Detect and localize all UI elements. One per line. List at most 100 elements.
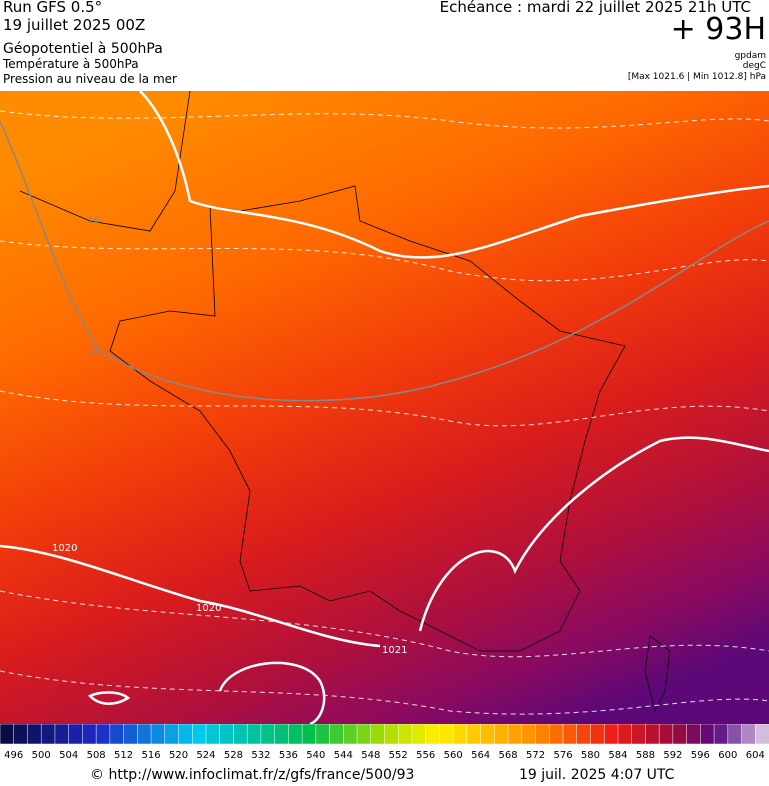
legend-label: 580: [581, 750, 600, 761]
legend-swatch: [164, 724, 180, 745]
forecast: Echéance : mardi 22 juillet 2025 21h UTC: [439, 0, 751, 16]
legend-swatch: [658, 724, 674, 745]
legend-label: 576: [553, 750, 572, 761]
legend-swatch: [233, 724, 248, 745]
legend-swatch: [40, 724, 56, 745]
legend-swatch: [178, 724, 193, 745]
legend-swatch: [13, 724, 29, 745]
legend-swatch: [672, 724, 688, 745]
legend-label: 584: [608, 750, 627, 761]
run: Run GFS 0.5°: [3, 0, 103, 16]
legend-swatch: [274, 724, 290, 745]
legend-swatch: [343, 724, 358, 745]
unit: gpdam: [734, 51, 766, 61]
legend-label: 496: [4, 750, 23, 761]
legend-swatch: [755, 724, 769, 745]
run-date: 19 juillet 2025 00Z: [3, 16, 146, 34]
legend-label: 556: [416, 750, 435, 761]
field: Géopotentiel à 500hPa: [3, 41, 163, 57]
field3: Pression au niveau de la mer: [3, 72, 177, 86]
isobar-label: 1020: [196, 603, 221, 614]
legend-label: 512: [114, 750, 133, 761]
legend-label: 596: [691, 750, 710, 761]
legend-swatch: [370, 724, 386, 745]
legend-label: 564: [471, 750, 490, 761]
unit: degC: [742, 61, 766, 71]
field-shading: [0, 91, 769, 724]
isotherms: [0, 110, 769, 715]
legend-swatch: [27, 724, 42, 745]
legend-swatch: [123, 724, 139, 745]
legend-label: 600: [718, 750, 737, 761]
legend-label: 572: [526, 750, 545, 761]
legend-label: 560: [444, 750, 463, 761]
legend-label: 520: [169, 750, 188, 761]
legend-swatch: [95, 724, 111, 745]
legend-label: 500: [32, 750, 51, 761]
legend-swatch: [727, 724, 743, 745]
legend-swatch: [439, 724, 454, 745]
legend-swatch: [741, 724, 757, 745]
legend-label: 592: [663, 750, 682, 761]
legend-label: 508: [87, 750, 106, 761]
temp-contour: [0, 120, 769, 402]
coastline: [19, 91, 671, 713]
legend-swatch: [0, 724, 15, 745]
field2: Température à 500hPa: [3, 57, 139, 71]
legend-label: 544: [334, 750, 353, 761]
legend-swatch: [549, 724, 564, 745]
legend-swatch: [700, 724, 715, 745]
legend-label: 548: [361, 750, 380, 761]
legend-swatch: [288, 724, 303, 745]
legend-swatch: [590, 724, 605, 745]
legend-swatch: [260, 724, 276, 745]
legend-swatch: [150, 724, 166, 745]
legend-swatch: [452, 724, 468, 745]
legend-swatch: [192, 724, 207, 745]
legend-swatch: [411, 724, 427, 745]
legend-swatch: [246, 724, 262, 745]
legend-swatch: [109, 724, 125, 745]
legend-swatch: [329, 724, 345, 745]
legend-label: 516: [142, 750, 161, 761]
legend-swatch: [397, 724, 413, 745]
legend-swatch: [507, 724, 523, 745]
legend-label: 552: [389, 750, 408, 761]
legend-swatch: [686, 724, 702, 745]
temp-label: 16: [88, 216, 100, 226]
legend-swatch: [68, 724, 84, 745]
legend-swatch: [137, 724, 152, 745]
color-legend: 496 500 504 508 512 516 520 524 528 532 536 540 544 5…: [0, 724, 769, 761]
legend-swatch: [384, 724, 399, 745]
legend-swatch: [617, 724, 633, 745]
legend-swatch: [562, 724, 578, 745]
temp-label: 16: [90, 346, 102, 356]
map: 1020 1020 1021 16 16: [0, 91, 769, 724]
isobars: [0, 91, 769, 724]
legend-swatch: [576, 724, 592, 745]
legend-label: 524: [196, 750, 215, 761]
timestamp: 19 juil. 2025 4:07 UTC: [519, 767, 675, 783]
legend-swatch: [425, 724, 441, 745]
legend-swatch: [535, 724, 551, 745]
legend-swatch: [54, 724, 70, 745]
legend-swatch: [713, 724, 729, 745]
legend-label: 604: [746, 750, 765, 761]
legend-swatch: [205, 724, 221, 745]
isobar-label: 1020: [52, 543, 77, 554]
legend-swatch: [356, 724, 372, 745]
legend-swatch: [82, 724, 97, 745]
legend-swatch: [480, 724, 496, 745]
legend-label: 588: [636, 750, 655, 761]
legend-swatch: [603, 724, 619, 745]
legend-swatch: [219, 724, 235, 745]
legend-label: 568: [499, 750, 518, 761]
isobar-label: 1021: [382, 645, 407, 656]
legend-swatch: [631, 724, 647, 745]
legend-swatch: [315, 724, 331, 745]
legend-swatch: [521, 724, 537, 745]
legend-swatch: [645, 724, 660, 745]
legend-label: 504: [59, 750, 78, 761]
source: © http://www.infoclimat.fr/z/gfs/france/…: [90, 767, 415, 783]
